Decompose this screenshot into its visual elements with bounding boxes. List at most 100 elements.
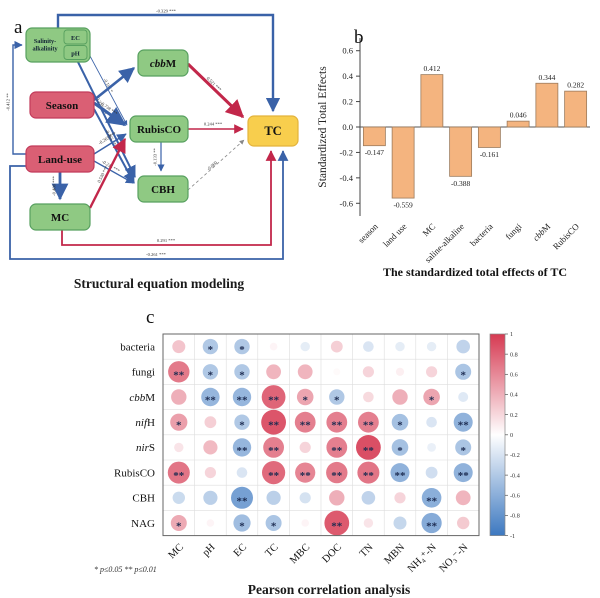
col-label-5: DOC (320, 542, 343, 565)
y-tick-label: 0.0 (342, 122, 353, 132)
significance-stars: ** (426, 521, 438, 533)
correlation-cell (326, 437, 348, 458)
bar-value-label: 0.046 (510, 111, 527, 120)
panel-b-label: b (354, 27, 364, 48)
correlation-cell (456, 339, 471, 354)
correlation-cell (233, 514, 251, 532)
bar-saline-alkaline (449, 126, 473, 177)
col-label-8: NH₄⁺-N (406, 542, 439, 575)
row-label-fungi: fungi (132, 367, 155, 379)
sem-node-sa: Salinity-alkalinity EC pH (25, 27, 91, 63)
sem-edge-mc-rubisco (88, 137, 127, 209)
correlation-cell (263, 437, 284, 458)
correlation-cell (295, 462, 316, 483)
significance-stars: ** (331, 445, 343, 457)
panel-a-label: a (14, 17, 23, 38)
correlation-cell (300, 341, 310, 352)
sem-node-cbh: CBH (137, 175, 189, 203)
colorbar-tick-label: -0.2 (510, 452, 520, 459)
y-tick-label: 0.6 (342, 46, 353, 56)
bar-value-label: -0.559 (393, 201, 413, 210)
significance-stars: * (239, 420, 245, 432)
correlation-cell (357, 461, 380, 484)
significance-stars: ** (268, 445, 280, 457)
significance-stars: ** (205, 395, 217, 407)
sem-edge-cbbm-tc (186, 62, 245, 119)
sem-edge-landuse-rubisco (93, 133, 127, 155)
correlation-cell (458, 392, 469, 402)
correlation-cell (391, 413, 409, 431)
correlation-cell (202, 364, 219, 380)
significance-stars: ** (268, 470, 280, 482)
sem-edge-landuse-cbh (93, 160, 134, 184)
correlation-cell (457, 516, 470, 530)
x-tick-label: RubisCO (551, 221, 581, 251)
correlation-cell (203, 490, 218, 505)
correlation-cell (234, 414, 250, 430)
col-label-1: pH (201, 542, 218, 559)
sem-edge-landuse-tc (9, 150, 289, 260)
correlation-cell (358, 411, 379, 433)
bar-value-label: 0.344 (538, 73, 555, 82)
significance-stars: ** (331, 470, 343, 482)
x-tick-label: bacteria (468, 221, 495, 248)
sem-node-tc: TC (247, 115, 299, 147)
col-label-7: MBN (382, 542, 407, 567)
significance-stars: ** (458, 420, 470, 432)
colorbar-tick-label: -0.8 (510, 513, 520, 520)
x-tick-label: season (356, 221, 380, 245)
svg-text:CBH: CBH (151, 184, 175, 196)
bar-value-label: 0.412 (423, 64, 440, 73)
significance-stars: ** (395, 470, 407, 482)
sem-edge-label: -0.329 *** (156, 9, 177, 14)
correlation-cell (294, 411, 316, 433)
significance-stars: ** (300, 470, 312, 482)
correlation-cell (234, 338, 250, 355)
x-tick-label: land use (381, 221, 409, 249)
sem-node-cbbm: cbbM (137, 49, 189, 77)
sem-edge-label: -0.133 ** (153, 147, 158, 165)
correlation-cell (261, 385, 286, 409)
significance-stars: * (397, 445, 403, 457)
correlation-cell (329, 389, 345, 405)
y-tick-label: -0.4 (340, 173, 354, 183)
colorbar-tick-label: -0.4 (510, 472, 520, 479)
correlation-cell (394, 492, 406, 504)
sem-edge-label: -0.261 *** (146, 252, 167, 257)
svg-text:EC: EC (71, 35, 80, 42)
bar-RubisCO (564, 90, 588, 128)
significance-stars: * (429, 395, 435, 407)
sem-edge-season-cbbm (93, 66, 136, 102)
correlation-cell (269, 342, 278, 351)
bar-bacteria (477, 126, 501, 148)
correlation-cell (423, 388, 440, 406)
correlation-cell (168, 361, 190, 383)
colorbar-tick-label: 0 (510, 432, 513, 439)
correlation-cell (299, 492, 311, 504)
bar-season (362, 126, 386, 147)
correlation-cell (265, 515, 282, 531)
correlation-cell (455, 363, 472, 380)
y-tick-label: -0.2 (340, 147, 353, 157)
correlation-cell (201, 387, 220, 407)
significance-stars: ** (300, 420, 312, 432)
row-label-RubisCO: RubisCO (114, 467, 155, 479)
sem-edge-label: -0.106 * (103, 77, 115, 93)
sem-edge-label: 0.244 *** (204, 122, 223, 127)
correlation-cell (266, 364, 281, 380)
correlation-cell (329, 490, 345, 506)
significance-stars: * (460, 445, 466, 457)
sem-edge-label: -0.488 *** (52, 175, 57, 196)
col-label-0: MC (167, 542, 186, 561)
significance-stars: * (271, 521, 277, 533)
sem-edge-mc-tc (61, 150, 277, 246)
colorbar (489, 333, 506, 536)
sem-edge-landuse-sa (12, 40, 26, 155)
significance-stars: ** (268, 420, 280, 432)
correlation-cell (426, 416, 437, 428)
y-tick-label: 0.2 (342, 97, 353, 107)
y-axis-title: Standardized Total Effects (317, 66, 329, 188)
colorbar-tick-label: 0.2 (510, 412, 518, 419)
significance-stars: ** (363, 470, 375, 482)
sem-edge-label: -0.060 (206, 160, 219, 172)
